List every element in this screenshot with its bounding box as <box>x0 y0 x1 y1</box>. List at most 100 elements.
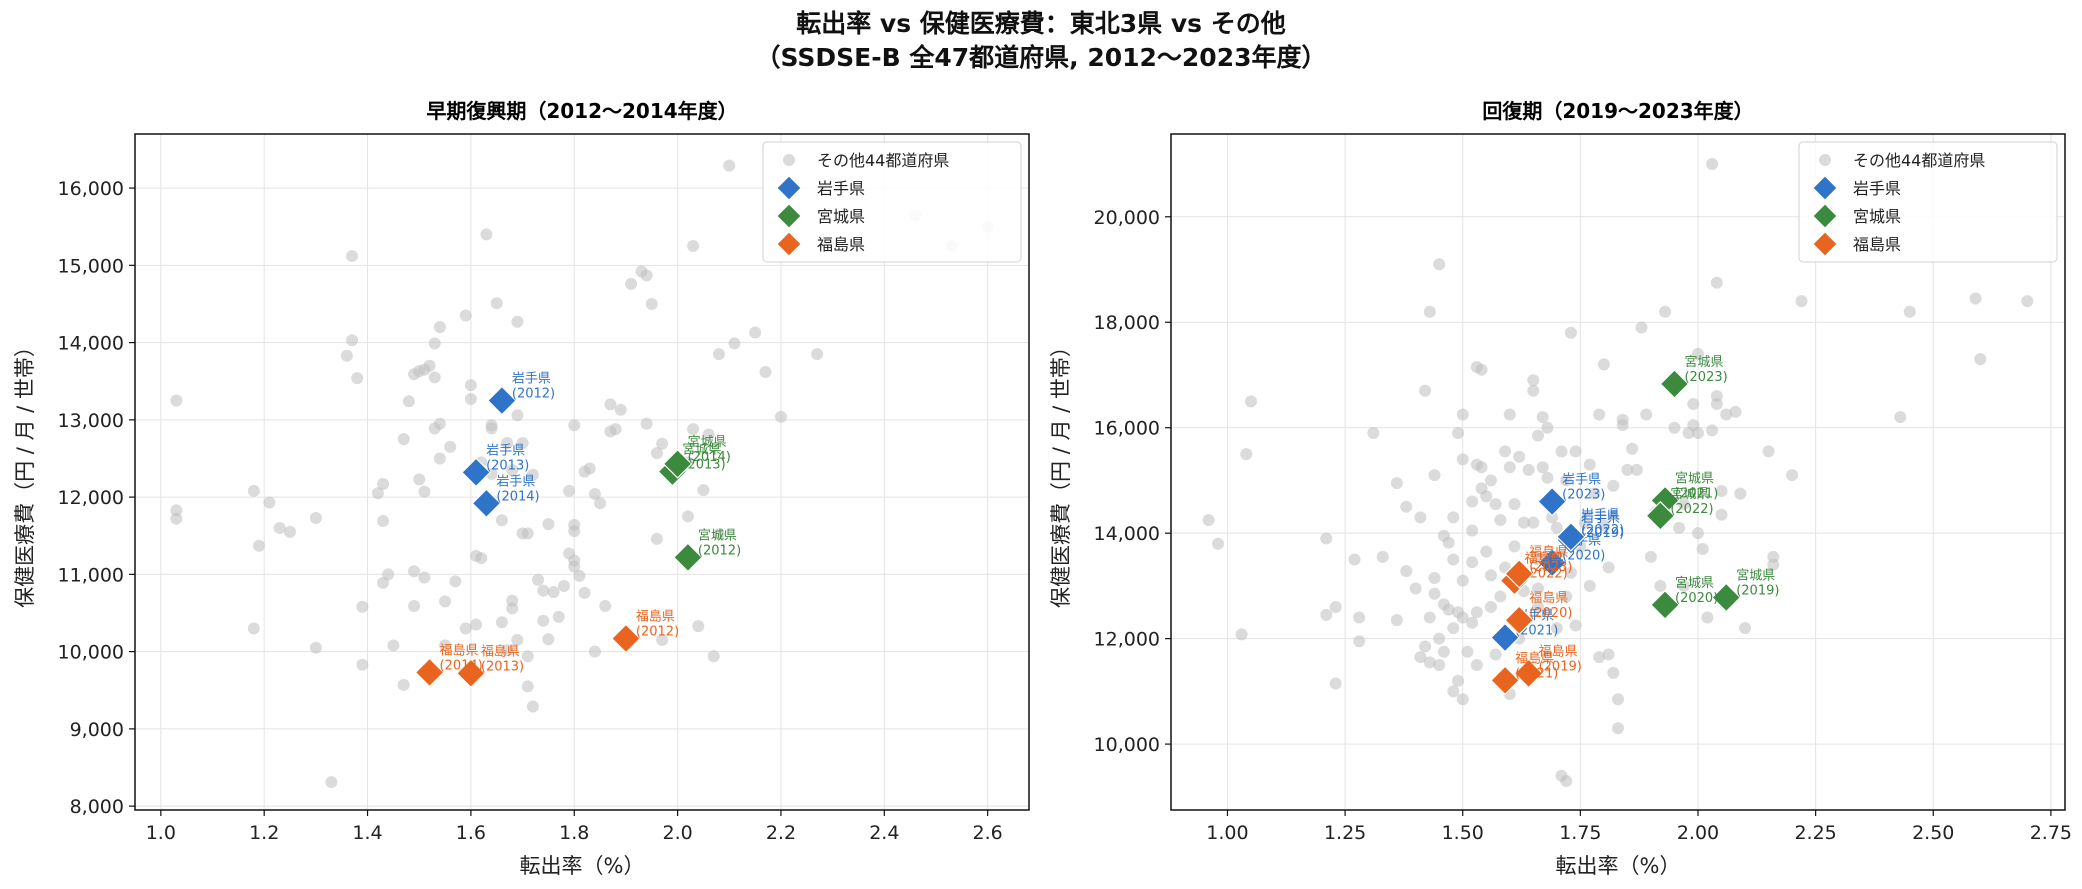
y-tick-label: 18,000 <box>1094 312 1160 334</box>
legend-marker-miyagi <box>1812 203 1838 229</box>
point-other-prefecture <box>1447 622 1460 635</box>
point-other-prefecture <box>1739 622 1752 635</box>
point-other-prefecture <box>1466 524 1479 537</box>
annotation-line: (2019) <box>1581 526 1624 541</box>
point-other-prefecture <box>1560 474 1573 487</box>
point-other-prefecture <box>1579 516 1592 529</box>
point-other-prefecture <box>1452 674 1465 687</box>
marker-iwate <box>1537 547 1567 578</box>
point-other-prefecture <box>588 645 601 658</box>
annotation-iwate: 岩手県(2023) <box>1562 473 1605 503</box>
point-other-prefecture <box>1597 358 1610 371</box>
point-other-prefecture <box>1550 521 1563 534</box>
point-other-prefecture <box>1414 651 1427 664</box>
point-other-prefecture <box>1786 469 1799 482</box>
annotation-miyagi: 宮城県(2019) <box>1736 567 1779 598</box>
x-tick-label: 2.00 <box>1677 822 1719 844</box>
annotation-miyagi: 宮城県(2014) <box>688 434 731 465</box>
point-other-prefecture <box>377 515 390 528</box>
point-other-prefecture <box>377 477 390 490</box>
annotation-line: 宮城県 <box>1675 470 1714 486</box>
y-tick-label: 12,000 <box>58 487 124 509</box>
point-other-prefecture <box>1320 608 1333 621</box>
point-other-prefecture <box>382 568 395 581</box>
point-other-prefecture <box>1894 411 1907 424</box>
legend-box <box>1798 141 2058 263</box>
point-other-prefecture <box>1612 722 1624 735</box>
point-other-prefecture <box>1762 445 1775 458</box>
point-other-prefecture <box>1513 450 1526 463</box>
point-other-prefecture <box>247 622 260 635</box>
point-other-prefecture <box>340 349 353 362</box>
point-other-prefecture <box>650 447 663 460</box>
point-other-prefecture <box>1729 405 1742 418</box>
point-other-prefecture <box>511 315 524 328</box>
point-other-prefecture <box>1419 640 1432 653</box>
point-other-prefecture <box>1442 603 1455 616</box>
annotation-line: 岩手県 <box>512 372 551 387</box>
point-other-prefecture <box>712 348 725 361</box>
x-tick-label: 1.00 <box>1206 822 1248 844</box>
annotation-line: (2012) <box>636 624 679 639</box>
point-other-prefecture <box>1691 527 1704 540</box>
point-other-prefecture <box>1456 408 1469 421</box>
point-other-prefecture <box>542 518 555 531</box>
point-other-prefecture <box>1489 498 1502 511</box>
point-other-prefecture <box>578 586 591 599</box>
legend-label: 福島県 <box>817 235 865 254</box>
legend-label: 福島県 <box>1853 235 1901 254</box>
point-other-prefecture <box>1536 461 1549 474</box>
annotation-line: 宮城県 <box>1684 354 1723 370</box>
point-other-prefecture <box>687 423 700 436</box>
point-other-prefecture <box>1677 579 1690 592</box>
point-other-prefecture <box>1376 550 1389 563</box>
point-other-prefecture <box>1329 600 1342 613</box>
legend-label: 岩手県 <box>1853 179 1901 198</box>
point-other-prefecture <box>547 586 560 599</box>
y-tick-label: 16,000 <box>58 178 124 200</box>
legend-marker-iwate <box>1812 175 1838 201</box>
marker-miyagi <box>673 542 703 573</box>
x-tick-label: 2.50 <box>1912 822 1954 844</box>
point-other-prefecture <box>563 484 576 497</box>
y-tick-label: 14,000 <box>58 333 124 355</box>
point-other-prefecture <box>1494 590 1507 603</box>
point-other-prefecture <box>557 579 570 592</box>
annotation-line: 岩手県 <box>1581 511 1620 526</box>
point-other-prefecture <box>1414 511 1427 524</box>
y-tick-label: 10,000 <box>1094 734 1160 756</box>
annotation-fukushima: 福島県(2014) <box>440 643 483 673</box>
point-other-prefecture <box>1484 600 1497 613</box>
point-other-prefecture <box>811 348 824 361</box>
point-other-prefecture <box>1503 408 1516 421</box>
point-other-prefecture <box>1621 463 1634 476</box>
point-other-prefecture <box>346 334 359 347</box>
annotation-line: 福島県 <box>440 643 479 658</box>
annotation-line: (2013) <box>481 659 524 674</box>
marker-miyagi <box>1711 582 1742 613</box>
y-axis-label: 保健医療費（円 / 月 / 世帯） <box>1049 336 1073 608</box>
point-other-prefecture <box>537 614 550 627</box>
y-tick-label: 9,000 <box>70 719 124 741</box>
point-other-prefecture <box>1597 519 1610 532</box>
point-other-prefecture <box>1508 540 1521 553</box>
point-other-prefecture <box>1489 648 1502 661</box>
annotation-line: 岩手県 <box>1562 473 1601 488</box>
annotation-line: (2022) <box>1581 523 1624 538</box>
annotation-line: (2022) <box>1670 502 1713 517</box>
point-other-prefecture <box>552 610 565 623</box>
x-tick-label: 1.50 <box>1442 822 1484 844</box>
point-other-prefecture <box>1466 556 1479 569</box>
point-other-prefecture <box>1550 622 1563 635</box>
point-other-prefecture <box>470 618 483 631</box>
point-other-prefecture <box>1235 628 1248 641</box>
x-tick-label: 1.0 <box>146 822 176 844</box>
point-other-prefecture <box>480 228 493 241</box>
point-other-prefecture <box>1499 445 1512 458</box>
point-other-prefecture <box>681 510 694 523</box>
point-other-prefecture <box>526 700 539 713</box>
annotation-line: (2019) <box>1539 659 1582 674</box>
y-tick-label: 20,000 <box>1094 207 1160 229</box>
